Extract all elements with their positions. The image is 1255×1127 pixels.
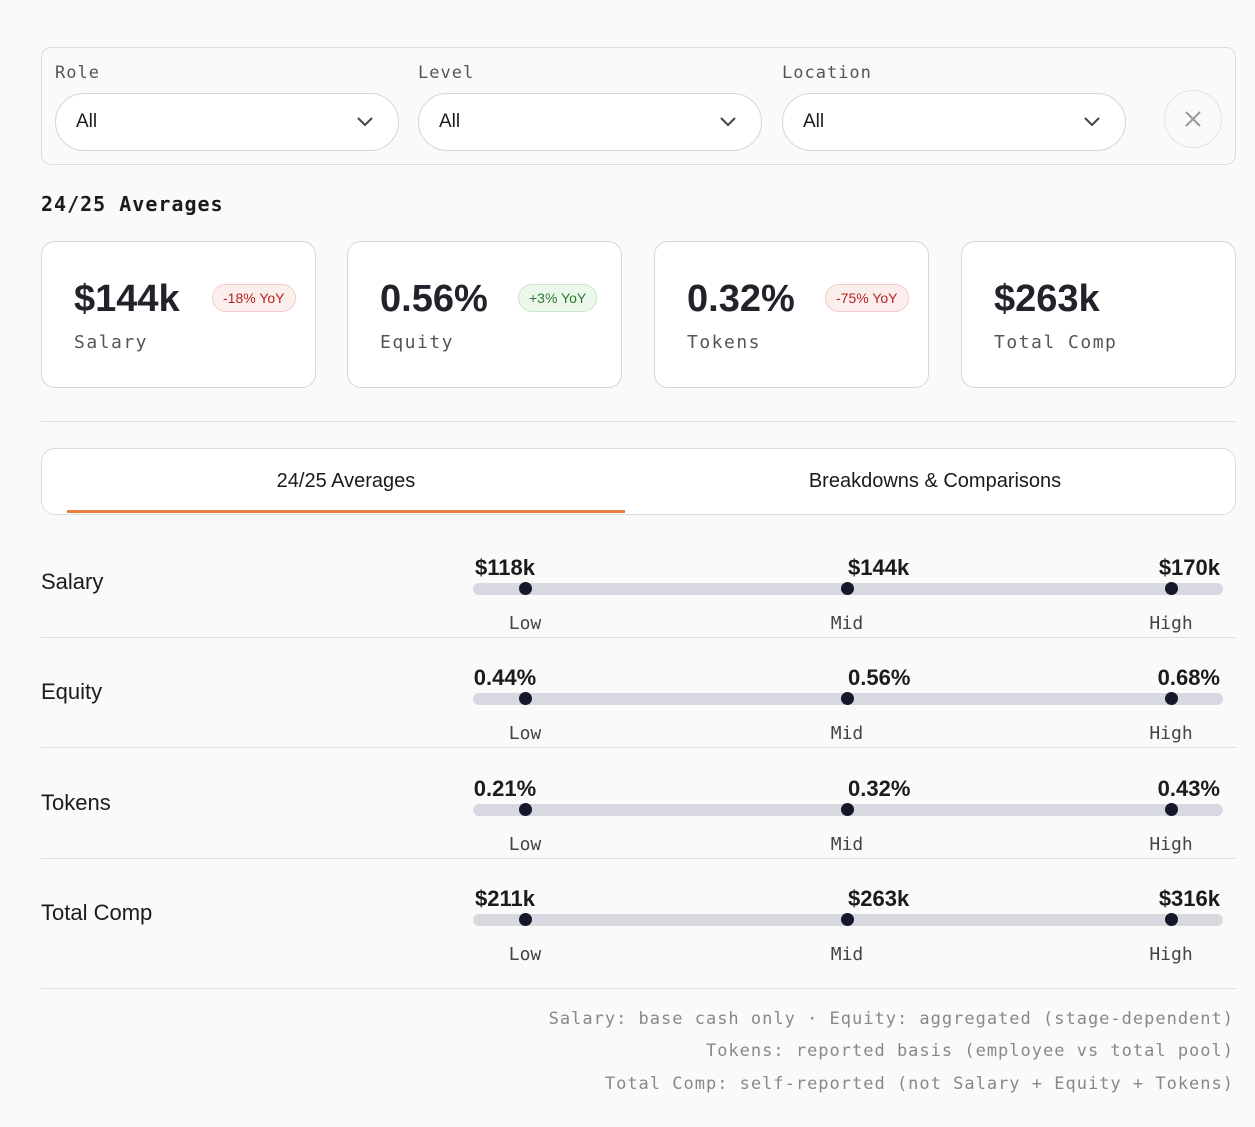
- card-value: 0.32%: [687, 278, 795, 320]
- card-label: Tokens: [687, 332, 762, 353]
- range-value: 0.21%: [473, 776, 537, 801]
- filter-label: Role: [55, 63, 100, 83]
- range-label: High: [1149, 613, 1193, 634]
- tab-bar: [41, 448, 1236, 515]
- tab-indicator: [67, 510, 625, 513]
- clear-button[interactable]: [1164, 90, 1222, 148]
- range-dot: [519, 803, 532, 816]
- range-dot: [519, 692, 532, 705]
- range-label: Low: [508, 723, 542, 744]
- close-icon: [1185, 111, 1201, 127]
- card-value: $144k: [74, 278, 180, 320]
- range-dot: [1165, 692, 1178, 705]
- range-value: $118k: [475, 555, 535, 580]
- range-label: Low: [508, 944, 542, 965]
- divider: [41, 421, 1236, 422]
- tab[interactable]: Breakdowns & Comparisons: [808, 470, 1062, 492]
- row-divider: [41, 858, 1236, 859]
- range-value: $170k: [1158, 555, 1220, 580]
- stat-card: $144k Salary -18% YoY: [41, 241, 316, 388]
- range-dot: [841, 803, 854, 816]
- range-value: $263k: [848, 886, 910, 911]
- yoy-badge: -18% YoY: [212, 284, 296, 312]
- range-value: 0.68%: [1157, 665, 1220, 690]
- select-value: All: [76, 111, 98, 132]
- range-dot: [519, 582, 532, 595]
- range-dot: [841, 692, 854, 705]
- range-dot: [1165, 582, 1178, 595]
- range-label: Mid: [830, 834, 864, 855]
- range-value: $316k: [1158, 886, 1220, 911]
- tab[interactable]: 24/25 Averages: [276, 470, 416, 492]
- footnote: Tokens: reported basis (employee vs tota…: [705, 1041, 1234, 1061]
- range-dot: [841, 582, 854, 595]
- filter-label: Level: [418, 63, 475, 83]
- range-label: High: [1149, 834, 1193, 855]
- select-value: All: [439, 111, 461, 132]
- range-dot: [1165, 803, 1178, 816]
- range-label: Mid: [830, 723, 864, 744]
- range-label: Mid: [830, 944, 864, 965]
- range-label: Low: [508, 613, 542, 634]
- footnote: Total Comp: self-reported (not Salary + …: [604, 1074, 1234, 1094]
- row-divider: [41, 637, 1236, 638]
- range-dot: [841, 913, 854, 926]
- stat-card: $263k Total Comp: [961, 241, 1236, 388]
- card-label: Total Comp: [994, 332, 1118, 353]
- chevron-icon: [357, 117, 373, 127]
- range-label: Mid: [830, 613, 864, 634]
- yoy-badge: -75% YoY: [825, 284, 909, 312]
- card-label: Salary: [74, 332, 149, 353]
- range-name: Tokens: [41, 790, 111, 815]
- range-name: Salary: [41, 569, 104, 594]
- range-label: Low: [508, 834, 542, 855]
- row-divider: [41, 747, 1236, 748]
- range-value: 0.44%: [473, 665, 537, 690]
- select[interactable]: All: [55, 93, 399, 151]
- range-label: High: [1149, 723, 1193, 744]
- range-value: 0.43%: [1157, 776, 1220, 801]
- chevron-icon: [720, 117, 736, 127]
- select-value: All: [803, 111, 825, 132]
- section-title: 24/25 Averages: [41, 192, 224, 216]
- card-value: $263k: [994, 278, 1100, 320]
- range-value: $144k: [848, 555, 910, 580]
- footnote: Salary: base cash only · Equity: aggrega…: [548, 1009, 1234, 1029]
- range-name: Equity: [41, 679, 103, 704]
- range-value: $211k: [475, 886, 535, 911]
- range-dot: [519, 913, 532, 926]
- stat-card: 0.56% Equity +3% YoY: [347, 241, 622, 388]
- stat-card: 0.32% Tokens -75% YoY: [654, 241, 929, 388]
- select[interactable]: All: [418, 93, 762, 151]
- chevron-icon: [1084, 117, 1100, 127]
- range-label: High: [1149, 944, 1193, 965]
- select[interactable]: All: [782, 93, 1126, 151]
- range-value: 0.32%: [848, 776, 911, 801]
- filter-label: Location: [782, 63, 872, 83]
- row-divider: [41, 988, 1236, 989]
- card-value: 0.56%: [380, 278, 488, 320]
- range-dot: [1165, 913, 1178, 926]
- range-value: 0.56%: [848, 665, 911, 690]
- range-name: Total Comp: [41, 900, 153, 925]
- yoy-badge: +3% YoY: [518, 284, 598, 312]
- card-label: Equity: [380, 332, 455, 353]
